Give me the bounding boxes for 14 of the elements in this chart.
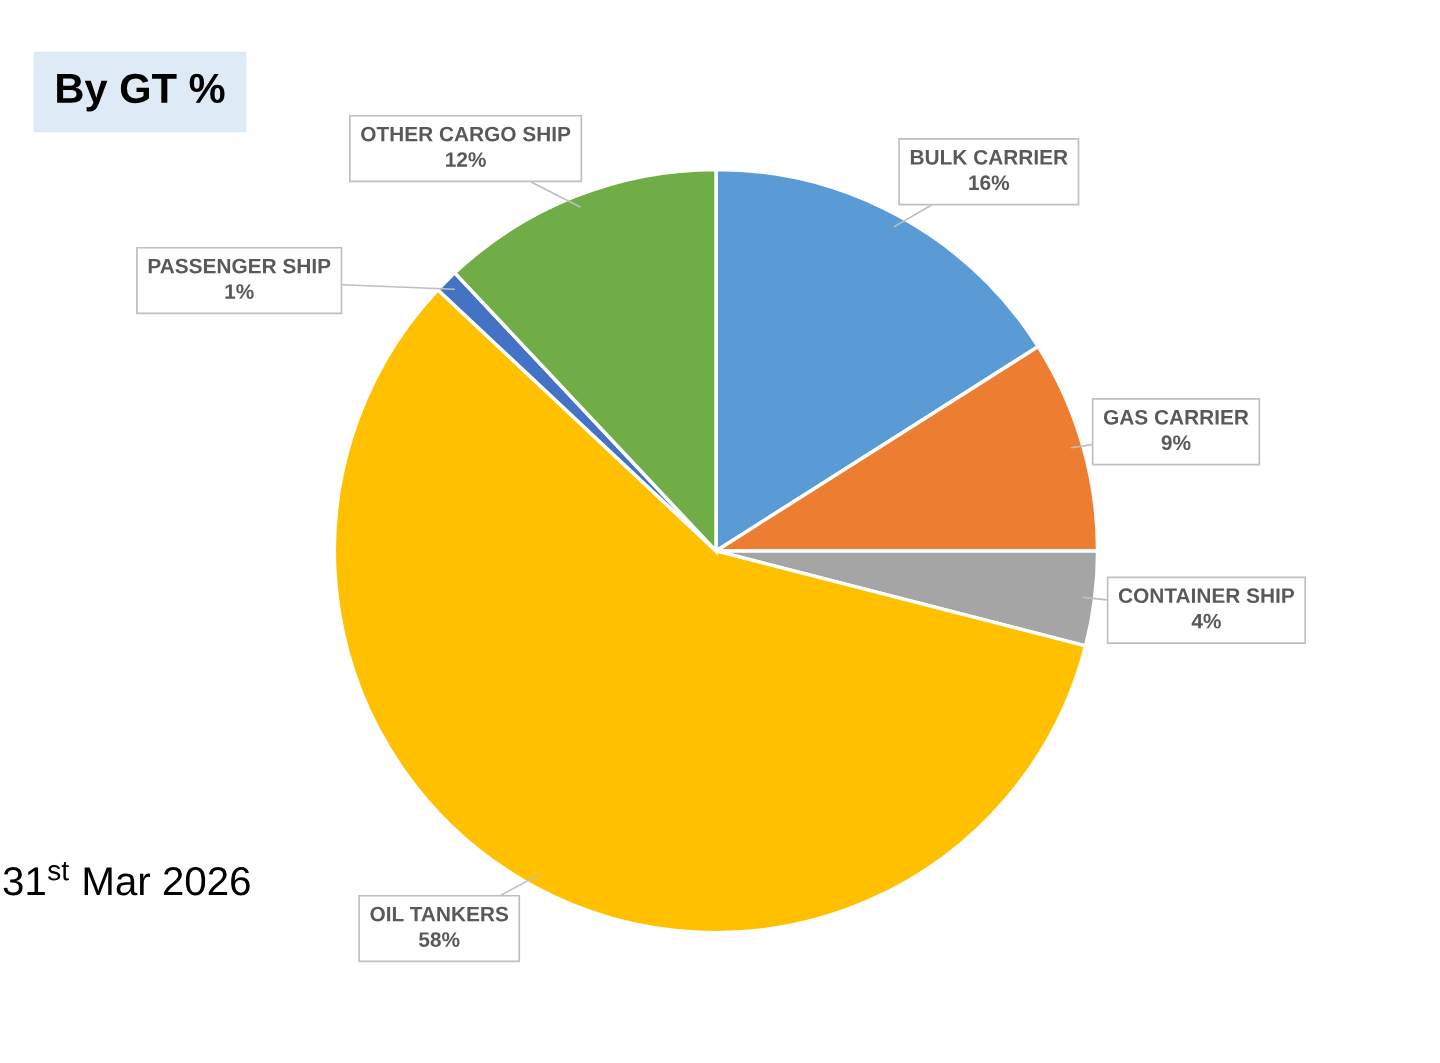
data-label: 9% [1161,435,1191,451]
data-label: 4% [1191,613,1221,629]
slice-label: PASSENGER SHIP [148,258,331,274]
slice-label: OIL TANKERS [370,906,509,922]
slice-label: GAS CARRIER [1103,409,1249,425]
data-label: 16% [969,175,1010,191]
data-label: 1% [225,284,254,299]
slice-label: CONTAINER SHIP [1118,588,1295,604]
data-label: 12% [446,152,486,167]
chart-title: By GT % [57,73,225,112]
slice-label: BULK CARRIER [910,149,1068,165]
slice-label: OTHER CARGO SHIP [361,126,571,142]
text: 31$^{st}$ Mar 2026 [3,861,250,896]
data-label: 58% [418,932,460,947]
